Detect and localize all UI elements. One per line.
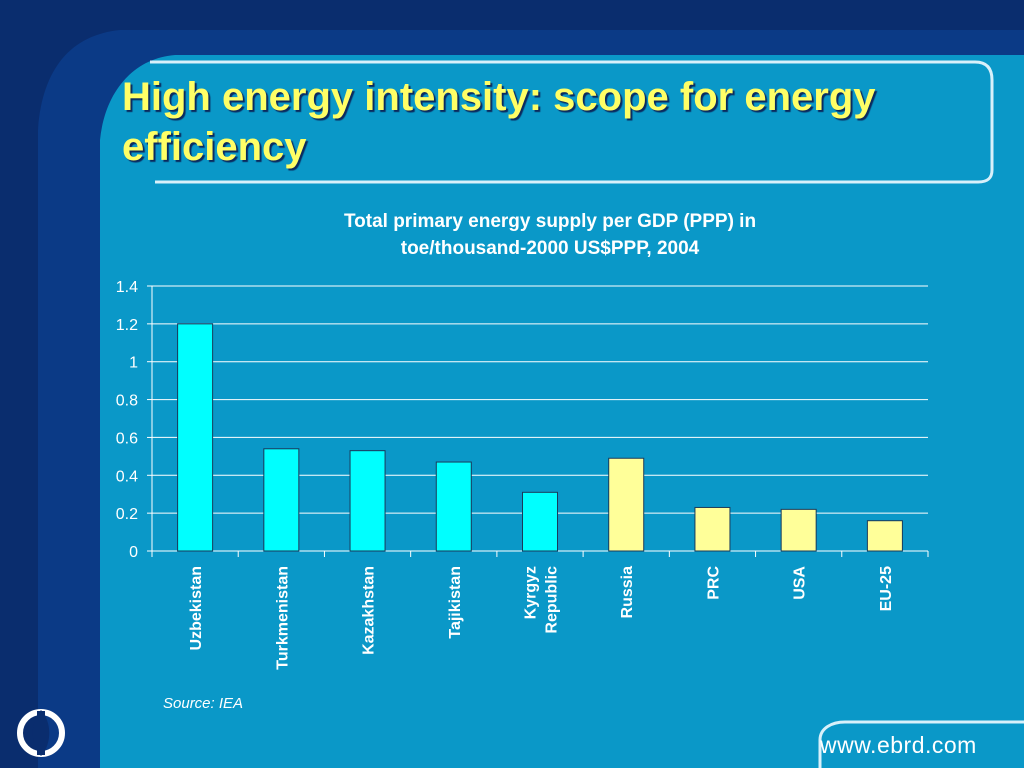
bar (694, 506, 731, 552)
x-tick-label: Uzbekistan (188, 566, 205, 650)
ebrd-logo-icon (17, 709, 65, 757)
x-tick-label: PRC (705, 566, 722, 600)
y-tick-label: 0 (129, 544, 138, 561)
website-url[interactable]: www.ebrd.com (820, 732, 977, 758)
y-tick-label: 0.8 (116, 393, 138, 410)
y-tick-label: 0.6 (116, 430, 138, 447)
y-tick-label: 0.4 (116, 468, 138, 485)
bar (780, 508, 817, 552)
x-tick-label: USA (792, 566, 809, 600)
y-tick-label: 1 (129, 355, 138, 372)
bar (435, 461, 472, 552)
y-tick-label: 1.2 (116, 317, 138, 334)
bar (522, 491, 558, 552)
source-note: Source: IEA (163, 695, 244, 712)
x-tick-label: Kazakhstan (361, 566, 378, 655)
y-tick-label: 0.2 (116, 506, 138, 523)
bar (263, 448, 300, 552)
x-tick-label: Tajikistan (447, 566, 464, 639)
x-tick-label: Russia (619, 566, 636, 619)
x-tick-label: EU-25 (878, 566, 895, 611)
y-tick-label: 1.4 (116, 279, 138, 296)
x-tick-label: Turkmenistan (274, 566, 291, 670)
bar (349, 450, 386, 552)
chart-title-line-1: Total primary energy supply per GDP (PPP… (343, 211, 757, 232)
x-tick-label: Kyrgyz (523, 566, 540, 619)
bar (177, 323, 214, 552)
slide-title: High energy intensity: scope for energy … (122, 75, 876, 169)
bar (608, 457, 645, 552)
bar (866, 520, 903, 552)
chart-title-line-2: toe/thousand-2000 US$PPP, 2004 (400, 238, 700, 259)
chart-title: Total primary energy supply per GDP (PPP… (240, 208, 860, 262)
x-tick-label: Republic (544, 566, 561, 634)
